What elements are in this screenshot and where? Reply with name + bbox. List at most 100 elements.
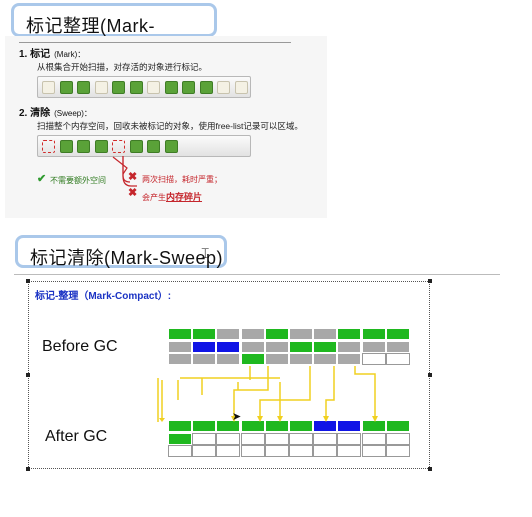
memory-cell <box>168 340 192 353</box>
memory-cell <box>192 340 217 353</box>
memory-cell <box>216 432 241 445</box>
step2-heading: 2. 清除 (Sweep)： <box>19 104 92 119</box>
memory-cell <box>168 353 192 365</box>
memory-block <box>112 140 125 153</box>
mark-sweep-title-pill: 标记清除(Mark-Sweep) ⌶ <box>15 235 227 268</box>
memory-cell <box>216 328 241 340</box>
memory-block <box>147 140 160 153</box>
step2-sub-text: (Sweep)： <box>54 109 92 118</box>
memory-cell <box>264 445 289 457</box>
memory-cell <box>385 432 410 445</box>
memory-cell <box>192 432 217 445</box>
memory-cell <box>264 340 289 353</box>
memory-cell <box>361 340 386 353</box>
step2-text: 扫描整个内存空间，回收未被标记的对象，使用free-list记录可以区域。 <box>37 121 303 131</box>
memory-cell <box>289 420 313 432</box>
after-gc-label: After GC <box>45 428 108 445</box>
memory-block <box>182 81 195 94</box>
note-frag-emph: 内存碎片 <box>166 192 203 202</box>
memory-block <box>112 81 125 94</box>
note-frag-prefix: 会产生 <box>142 193 166 202</box>
memory-block <box>164 81 178 94</box>
resize-handle[interactable] <box>26 279 30 283</box>
memory-cell <box>337 340 362 353</box>
resize-handle[interactable] <box>428 467 432 471</box>
text-cursor-icon: ⌶ <box>201 245 210 261</box>
memory-block <box>77 81 90 94</box>
memory-cell <box>240 445 265 457</box>
memory-cell <box>361 432 386 445</box>
memory-cell <box>168 432 192 445</box>
memory-cell <box>216 445 241 457</box>
memory-cell <box>313 432 338 445</box>
memory-cell <box>289 328 313 340</box>
memory-cell <box>240 340 265 353</box>
memory-block <box>77 140 90 153</box>
memory-cell <box>192 328 217 340</box>
memory-cell <box>240 420 265 432</box>
memory-block <box>42 140 55 153</box>
memory-cell <box>337 445 362 457</box>
memory-cell <box>240 328 265 340</box>
mouse-pointer-icon: ➤ <box>232 411 242 423</box>
step1-head-text: 1. 标记 <box>19 49 51 60</box>
memory-cell <box>385 353 410 365</box>
memory-cell <box>216 353 241 365</box>
red-arrow-icon <box>112 156 137 187</box>
resize-handle[interactable] <box>428 373 432 377</box>
check-icon: ✔ <box>37 173 47 185</box>
memory-block <box>234 81 248 94</box>
memory-block <box>199 81 213 94</box>
memory-cell <box>313 328 338 340</box>
sweep-memory-bar <box>37 135 251 157</box>
note-fragmentation: 会产生内存碎片 <box>142 190 202 203</box>
memory-cell <box>313 340 338 353</box>
memory-cell <box>192 353 217 365</box>
memory-block <box>94 140 108 153</box>
step2-head-text: 2. 清除 <box>19 108 51 119</box>
memory-cell <box>337 353 362 365</box>
memory-cell <box>264 353 289 365</box>
cross-icon: ✖ <box>128 187 138 199</box>
memory-block <box>42 81 55 94</box>
step1-heading: 1. 标记 (Mark)： <box>19 45 85 60</box>
before-gc-label: Before GC <box>42 338 118 355</box>
mark-sweep-illustration: 1. 标记 (Mark)： 从根集合开始扫描，对存活的对象进行标记。 2. 清除(… <box>5 36 327 218</box>
mark-sweep-title: 标记清除(Mark-Sweep) <box>30 248 224 268</box>
memory-cell <box>337 420 362 432</box>
resize-handle[interactable] <box>26 467 30 471</box>
memory-cell <box>385 420 410 432</box>
memory-cell <box>313 445 338 457</box>
memory-cell <box>216 420 241 432</box>
memory-cell <box>168 445 192 457</box>
memory-cell <box>385 340 410 353</box>
compact-diagram-title: 标记-整理（Mark-Compact）: <box>35 291 172 302</box>
memory-cell <box>385 328 410 340</box>
note-no-extra-space: 不需要额外空间 <box>50 176 106 185</box>
memory-cell <box>264 420 289 432</box>
memory-block <box>164 140 178 153</box>
resize-handle[interactable] <box>26 373 30 377</box>
memory-cell <box>240 353 265 365</box>
memory-cell <box>264 328 289 340</box>
memory-cell <box>192 420 217 432</box>
memory-block <box>59 81 73 94</box>
memory-block <box>59 140 73 153</box>
memory-cell <box>313 420 338 432</box>
memory-cell <box>240 432 265 445</box>
memory-block <box>147 81 160 94</box>
memory-block <box>129 140 143 153</box>
memory-cell <box>385 445 410 457</box>
resize-handle[interactable] <box>428 279 432 283</box>
note-two-scans: 两次扫描，耗时严重； <box>142 175 222 184</box>
memory-cell <box>289 445 313 457</box>
step1-text: 从根集合开始扫描，对存活的对象进行标记。 <box>37 62 208 72</box>
cross-icon: ✖ <box>128 171 138 183</box>
memory-cell <box>361 445 386 457</box>
memory-cell <box>264 432 289 445</box>
memory-block <box>94 81 108 94</box>
memory-cell <box>337 328 362 340</box>
mark-memory-bar <box>37 76 251 98</box>
memory-cell <box>168 420 192 432</box>
memory-block <box>129 81 143 94</box>
